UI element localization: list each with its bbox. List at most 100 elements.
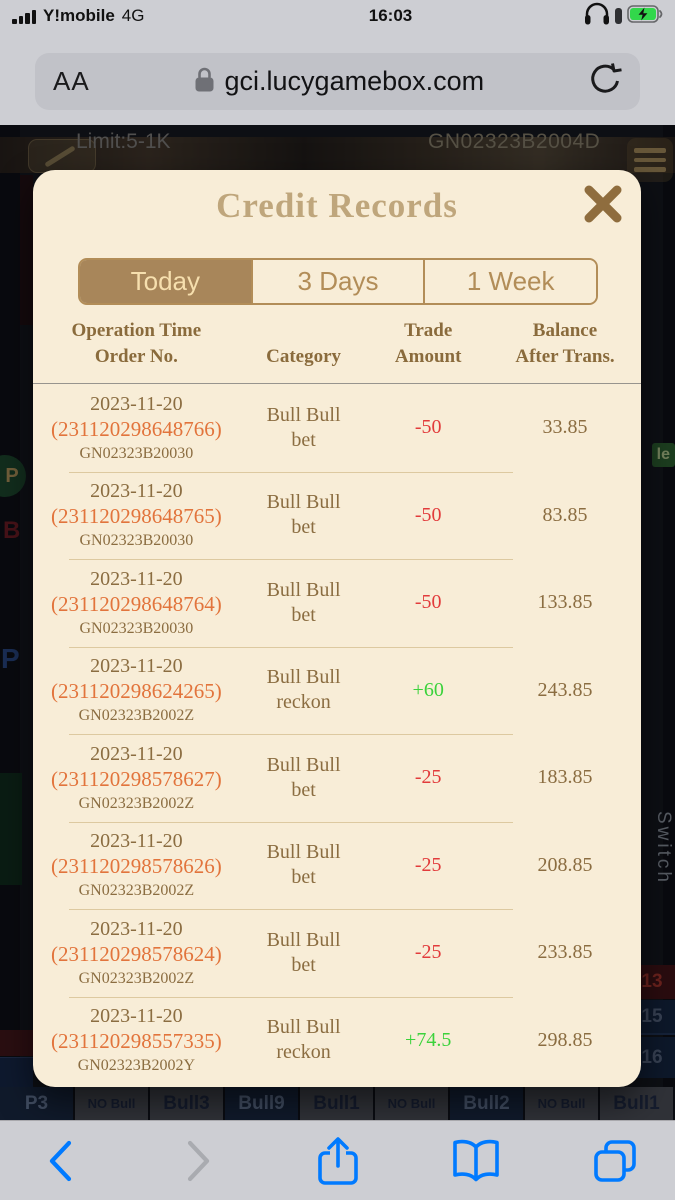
- row-category-cell: Bull Bull bet: [266, 753, 341, 801]
- row-time-order-cell: 2023-11-20 (231120298578627) GN02323B200…: [33, 742, 240, 814]
- row-balance: 183.85: [537, 766, 593, 789]
- row-amount-cell: -25: [367, 766, 489, 789]
- row-time-order-cell: 2023-11-20 (231120298648766) GN02323B200…: [33, 392, 240, 464]
- row-trade-amount: -50: [414, 503, 442, 526]
- row-date: 2023-11-20: [90, 917, 183, 940]
- row-trade-amount: -25: [414, 941, 442, 964]
- row-date: 2023-11-20: [90, 392, 183, 415]
- table-row: 2023-11-20 (231120298557335) GN02323B200…: [33, 996, 641, 1085]
- clock: 16:03: [368, 6, 413, 25]
- bet-buttons-row: P3 NO Bull Bull3 Bull9 Bull1 NO Bull Bul…: [0, 1087, 675, 1120]
- bet-button[interactable]: NO Bull: [525, 1087, 600, 1120]
- bet-button[interactable]: Bull9: [225, 1087, 300, 1120]
- back-arrow-button[interactable]: [28, 139, 96, 173]
- row-date: 2023-11-20: [90, 480, 183, 503]
- col-header-trade-amount: Trade Amount: [394, 320, 462, 367]
- bg-fragment: B: [3, 517, 21, 544]
- row-balance: 33.85: [542, 416, 588, 439]
- row-table-no: GN02323B2002Y: [77, 1057, 196, 1075]
- row-amount-cell: -25: [367, 941, 489, 964]
- row-table-no: GN02323B20030: [79, 619, 194, 637]
- carrier-label: Y!mobile: [43, 6, 115, 25]
- row-date: 2023-11-20: [90, 1005, 183, 1028]
- row-category-cell: Bull Bull bet: [266, 841, 341, 889]
- row-balance: 208.85: [537, 853, 593, 876]
- bg-fragment: P: [1, 643, 20, 674]
- row-trade-amount: -25: [414, 853, 442, 876]
- headphones-icon: [584, 2, 610, 31]
- switch-label: Switch: [653, 811, 674, 885]
- bet-button[interactable]: Bull1: [600, 1087, 675, 1120]
- back-icon[interactable]: [30, 1131, 90, 1191]
- table-row: 2023-11-20 (231120298578626) GN02323B200…: [33, 821, 641, 910]
- table-row: 2023-11-20 (231120298578624) GN02323B200…: [33, 909, 641, 997]
- row-table-no: GN02323B2002Z: [78, 882, 195, 900]
- bg-fragment: le: [651, 443, 675, 467]
- close-icon[interactable]: [577, 178, 629, 230]
- row-table-no: GN02323B2002Z: [78, 707, 195, 725]
- bg-fragment: [0, 773, 22, 885]
- row-amount-cell: +60: [367, 679, 489, 702]
- url-domain: gci.lucygamebox.com: [224, 66, 485, 96]
- bg-fragment: [0, 1030, 33, 1056]
- status-bar: Y!mobile 4G 16:03: [0, 0, 675, 32]
- tabs-icon[interactable]: [585, 1131, 645, 1191]
- row-table-no: GN02323B2002Z: [78, 794, 195, 812]
- header-divider: [33, 383, 641, 384]
- row-balance: 233.85: [537, 941, 593, 964]
- row-balance: 83.85: [542, 503, 588, 526]
- row-category-cell: Bull Bull bet: [266, 491, 341, 539]
- safari-toolbar: [0, 1120, 675, 1200]
- share-icon[interactable]: [308, 1131, 368, 1191]
- row-amount-cell: -25: [367, 854, 489, 877]
- row-order-no: (231120298578624): [51, 941, 222, 966]
- row-table-no: GN02323B20030: [79, 444, 194, 462]
- bookmarks-icon[interactable]: [446, 1131, 506, 1191]
- bet-button[interactable]: Bull1: [300, 1087, 375, 1120]
- table-header-row: Operation Time Order No. Category Trade …: [33, 318, 641, 378]
- row-order-no: (231120298624265): [51, 679, 222, 704]
- row-category-cell: Bull Bull bet: [266, 578, 341, 626]
- accessory-battery-icon: [615, 8, 622, 24]
- url-field[interactable]: AA gci.lucygamebox.com: [35, 53, 640, 110]
- row-time-order-cell: 2023-11-20 (231120298578626) GN02323B200…: [33, 829, 240, 901]
- row-balance: 133.85: [537, 591, 593, 614]
- row-trade-amount: -50: [414, 591, 442, 614]
- row-amount-cell: +74.5: [367, 1029, 489, 1052]
- row-order-no: (231120298648764): [51, 591, 222, 616]
- network-type-label: 4G: [121, 6, 145, 25]
- bet-button[interactable]: P3: [0, 1087, 75, 1120]
- bet-button[interactable]: NO Bull: [75, 1087, 150, 1120]
- reload-icon[interactable]: [588, 60, 622, 103]
- credit-records-modal: Credit Records Today 3 Days 1 Week Opera…: [33, 170, 641, 1087]
- row-trade-amount: +74.5: [405, 1028, 452, 1051]
- row-trade-amount: -50: [414, 416, 442, 439]
- row-table-no: GN02323B2002Z: [78, 969, 195, 987]
- row-order-no: (231120298578626): [51, 854, 222, 879]
- row-category-cell: Bull Bull bet: [266, 928, 341, 976]
- game-header-bar: [0, 137, 675, 173]
- row-time-order-cell: 2023-11-20 (231120298648765) GN02323B200…: [33, 479, 240, 551]
- bg-fragment: [0, 1057, 33, 1087]
- reader-aa-button[interactable]: AA: [53, 66, 90, 96]
- row-amount-cell: -50: [367, 416, 489, 439]
- row-date: 2023-11-20: [90, 742, 183, 765]
- modal-title: Credit Records: [216, 186, 458, 225]
- game-right-edge: [663, 125, 675, 1120]
- tab[interactable]: 1 Week: [423, 260, 596, 303]
- bet-button[interactable]: NO Bull: [375, 1087, 450, 1120]
- table-row: 2023-11-20 (231120298578627) GN02323B200…: [33, 734, 641, 822]
- forward-icon[interactable]: [169, 1131, 229, 1191]
- bet-button[interactable]: Bull3: [150, 1087, 225, 1120]
- hamburger-menu-icon[interactable]: [627, 138, 673, 182]
- battery-charging-icon: [627, 4, 663, 28]
- row-order-no: (231120298578627): [51, 766, 222, 791]
- bet-button[interactable]: Bull2: [450, 1087, 525, 1120]
- row-order-no: (231120298648765): [51, 504, 222, 529]
- table-row: 2023-11-20 (231120298648765) GN02323B200…: [33, 471, 641, 560]
- tab[interactable]: 3 Days: [250, 260, 424, 303]
- tab[interactable]: Today: [80, 260, 251, 303]
- webpage-viewport: Limit:5-1K GN02323B2004D P B P le Switch…: [0, 125, 675, 1120]
- row-date: 2023-11-20: [90, 830, 183, 853]
